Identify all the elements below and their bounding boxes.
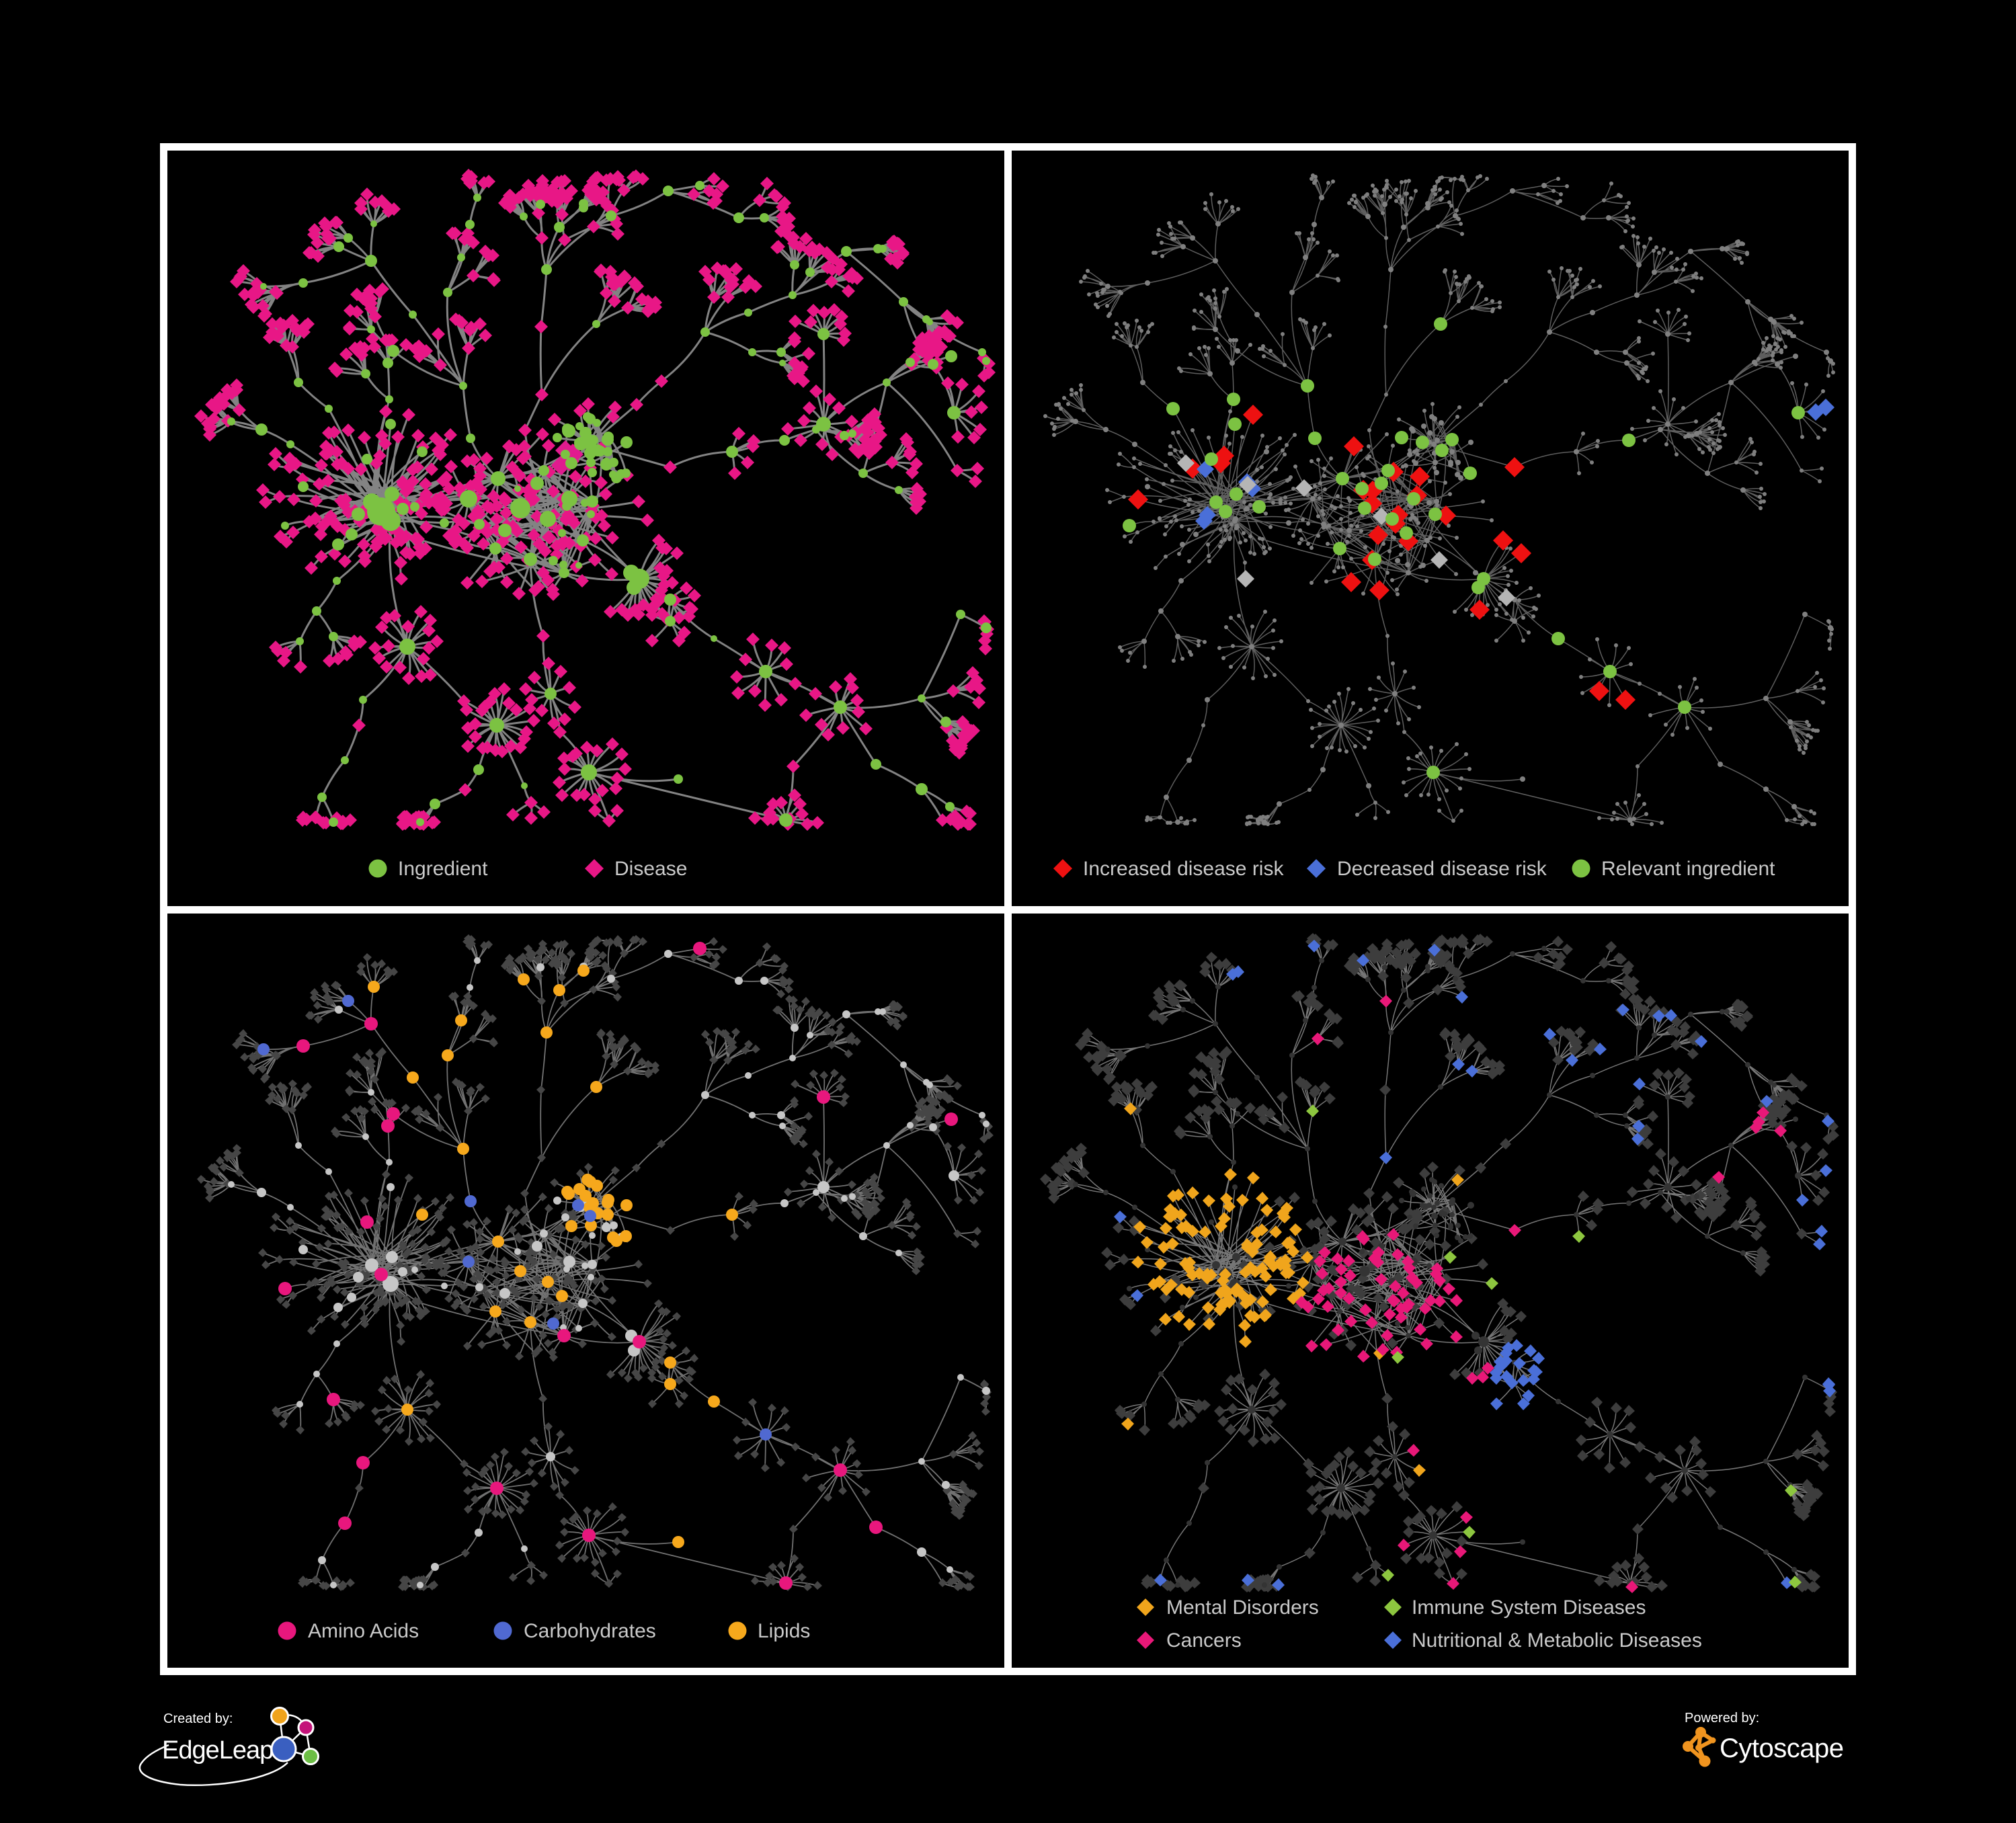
svg-text:Cytoscape: Cytoscape bbox=[1720, 1734, 1843, 1763]
svg-text:Ingredient: Ingredient bbox=[398, 858, 488, 880]
svg-text:Increased disease risk: Increased disease risk bbox=[1083, 858, 1284, 880]
svg-text:Amino Acids: Amino Acids bbox=[308, 1620, 419, 1642]
svg-text:Lipids: Lipids bbox=[758, 1620, 810, 1642]
svg-text:Cancers: Cancers bbox=[1166, 1629, 1242, 1652]
svg-text:Powered by:: Powered by: bbox=[1685, 1711, 1759, 1726]
svg-text:Carbohydrates: Carbohydrates bbox=[524, 1620, 656, 1642]
svg-text:Relevant ingredient: Relevant ingredient bbox=[1601, 858, 1775, 880]
svg-text:Created by:: Created by: bbox=[163, 1711, 233, 1726]
svg-text:Mental Disorders: Mental Disorders bbox=[1166, 1596, 1319, 1619]
svg-text:Decreased disease risk: Decreased disease risk bbox=[1337, 858, 1547, 880]
svg-text:Disease: Disease bbox=[614, 858, 687, 880]
svg-text:EdgeLeap: EdgeLeap bbox=[162, 1736, 273, 1765]
svg-text:Nutritional & Metabolic Diseas: Nutritional & Metabolic Diseases bbox=[1412, 1629, 1702, 1652]
svg-text:Immune System Diseases: Immune System Diseases bbox=[1412, 1596, 1646, 1619]
